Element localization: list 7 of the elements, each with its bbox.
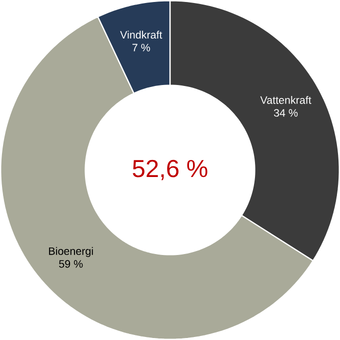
slice-label: Bioenergi [49, 247, 93, 258]
data-label: 59 % [59, 260, 83, 268]
data-label: 7 % [132, 44, 150, 52]
data-label: 34 % [274, 109, 298, 117]
text: 52,6 % [132, 160, 208, 180]
slice-label: Vindkraft [120, 30, 162, 39]
slice-label: Vattenkraft [260, 96, 312, 104]
